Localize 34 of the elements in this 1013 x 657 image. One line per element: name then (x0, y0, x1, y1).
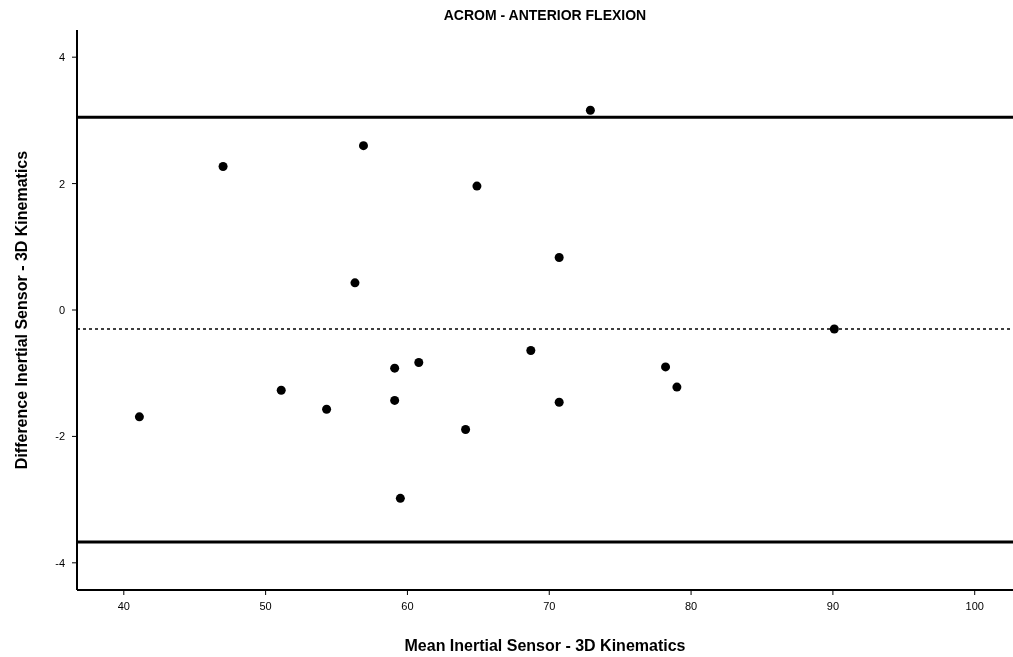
point (526, 345, 536, 355)
point (350, 278, 360, 288)
y-tick-label: -4 (55, 556, 65, 569)
y-axis-title: Difference Inertial Sensor - 3D Kinematics (13, 150, 30, 470)
point (390, 363, 400, 373)
point (322, 404, 332, 414)
point (672, 382, 682, 392)
point (554, 397, 564, 407)
point (358, 141, 368, 151)
x-axis-title: Mean Inertial Sensor - 3D Kinematics (404, 637, 686, 654)
x-tick-label: 60 (401, 600, 414, 612)
point (134, 412, 144, 422)
x-tick-label: 90 (826, 600, 840, 612)
point (661, 362, 671, 372)
y-tick-label: 2 (58, 177, 65, 190)
point (829, 324, 839, 334)
x-tick-label: 40 (117, 600, 130, 612)
y-tick-label: -2 (55, 430, 65, 443)
chart-title: ACROM - ANTERIOR FLEXION (443, 7, 647, 23)
x-tick-label: 50 (259, 600, 272, 612)
point (461, 424, 471, 434)
point (218, 162, 228, 172)
x-tick-label: 70 (543, 600, 556, 612)
point (472, 181, 482, 191)
point (414, 357, 424, 367)
y-tick-label: 4 (58, 51, 65, 64)
point (554, 253, 564, 263)
y-tick-label: 0 (58, 304, 65, 316)
point (390, 395, 400, 405)
point (276, 385, 286, 395)
point (395, 493, 405, 503)
point (585, 105, 595, 115)
x-tick-label: 80 (684, 600, 698, 612)
x-tick-label: 100 (965, 600, 984, 612)
